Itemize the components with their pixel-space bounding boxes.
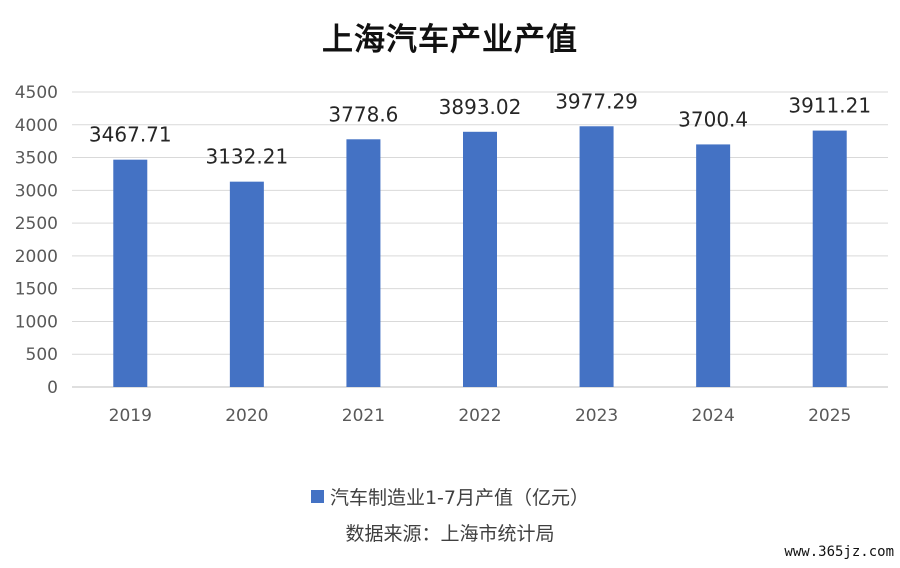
legend-label: 汽车制造业1-7月产值（亿元） [329, 487, 590, 509]
data-label: 3977.29 [555, 89, 638, 113]
data-label: 3132.21 [205, 145, 288, 169]
bar [463, 131, 497, 387]
bar [346, 139, 381, 387]
x-axis-ticks: 2019 2020 2021 2022 2023 2024 2025 [109, 406, 852, 426]
y-tick-label: 2000 [15, 247, 58, 267]
y-tick-label: 2500 [15, 214, 58, 234]
data-label: 3911.21 [788, 94, 871, 118]
y-tick-label: 1000 [15, 312, 58, 332]
x-tick-label: 2019 [109, 406, 152, 426]
bar [113, 159, 148, 387]
bar [229, 181, 264, 387]
data-label: 3893.02 [439, 95, 522, 119]
legend: 汽车制造业1-7月产值（亿元） [0, 483, 900, 510]
data-label: 3778.6 [328, 102, 398, 126]
data-label: 3467.71 [89, 123, 172, 147]
y-tick-label: 500 [26, 345, 58, 365]
y-tick-label: 3500 [15, 149, 58, 169]
data-labels: 3467.71 3132.21 3778.6 3893.02 3977.29 3700.4… [89, 89, 871, 168]
bars [113, 126, 847, 388]
x-tick-label: 2025 [808, 406, 851, 426]
x-tick-label: 2022 [458, 406, 501, 426]
legend-swatch [310, 490, 324, 503]
chart-title: 上海汽车产业产值 [322, 22, 578, 58]
y-tick-label: 4500 [15, 83, 58, 103]
x-tick-label: 2023 [575, 406, 618, 426]
y-tick-label: 4000 [15, 116, 58, 136]
x-tick-label: 2020 [225, 406, 268, 426]
y-axis-ticks: 0 500 1000 1500 2000 2500 3000 3500 4000 4500 [15, 83, 58, 398]
x-tick-label: 2021 [342, 406, 385, 426]
bar [579, 126, 614, 388]
bar [812, 130, 847, 387]
x-tick-label: 2024 [692, 406, 735, 426]
source-note: 数据来源：上海市统计局 [345, 523, 555, 545]
bar [696, 144, 731, 387]
watermark: www.365jz.com [784, 544, 894, 560]
y-tick-label: 3000 [15, 181, 58, 201]
data-label: 3700.4 [678, 107, 748, 131]
y-tick-label: 0 [47, 378, 58, 398]
y-tick-label: 1500 [15, 280, 58, 300]
